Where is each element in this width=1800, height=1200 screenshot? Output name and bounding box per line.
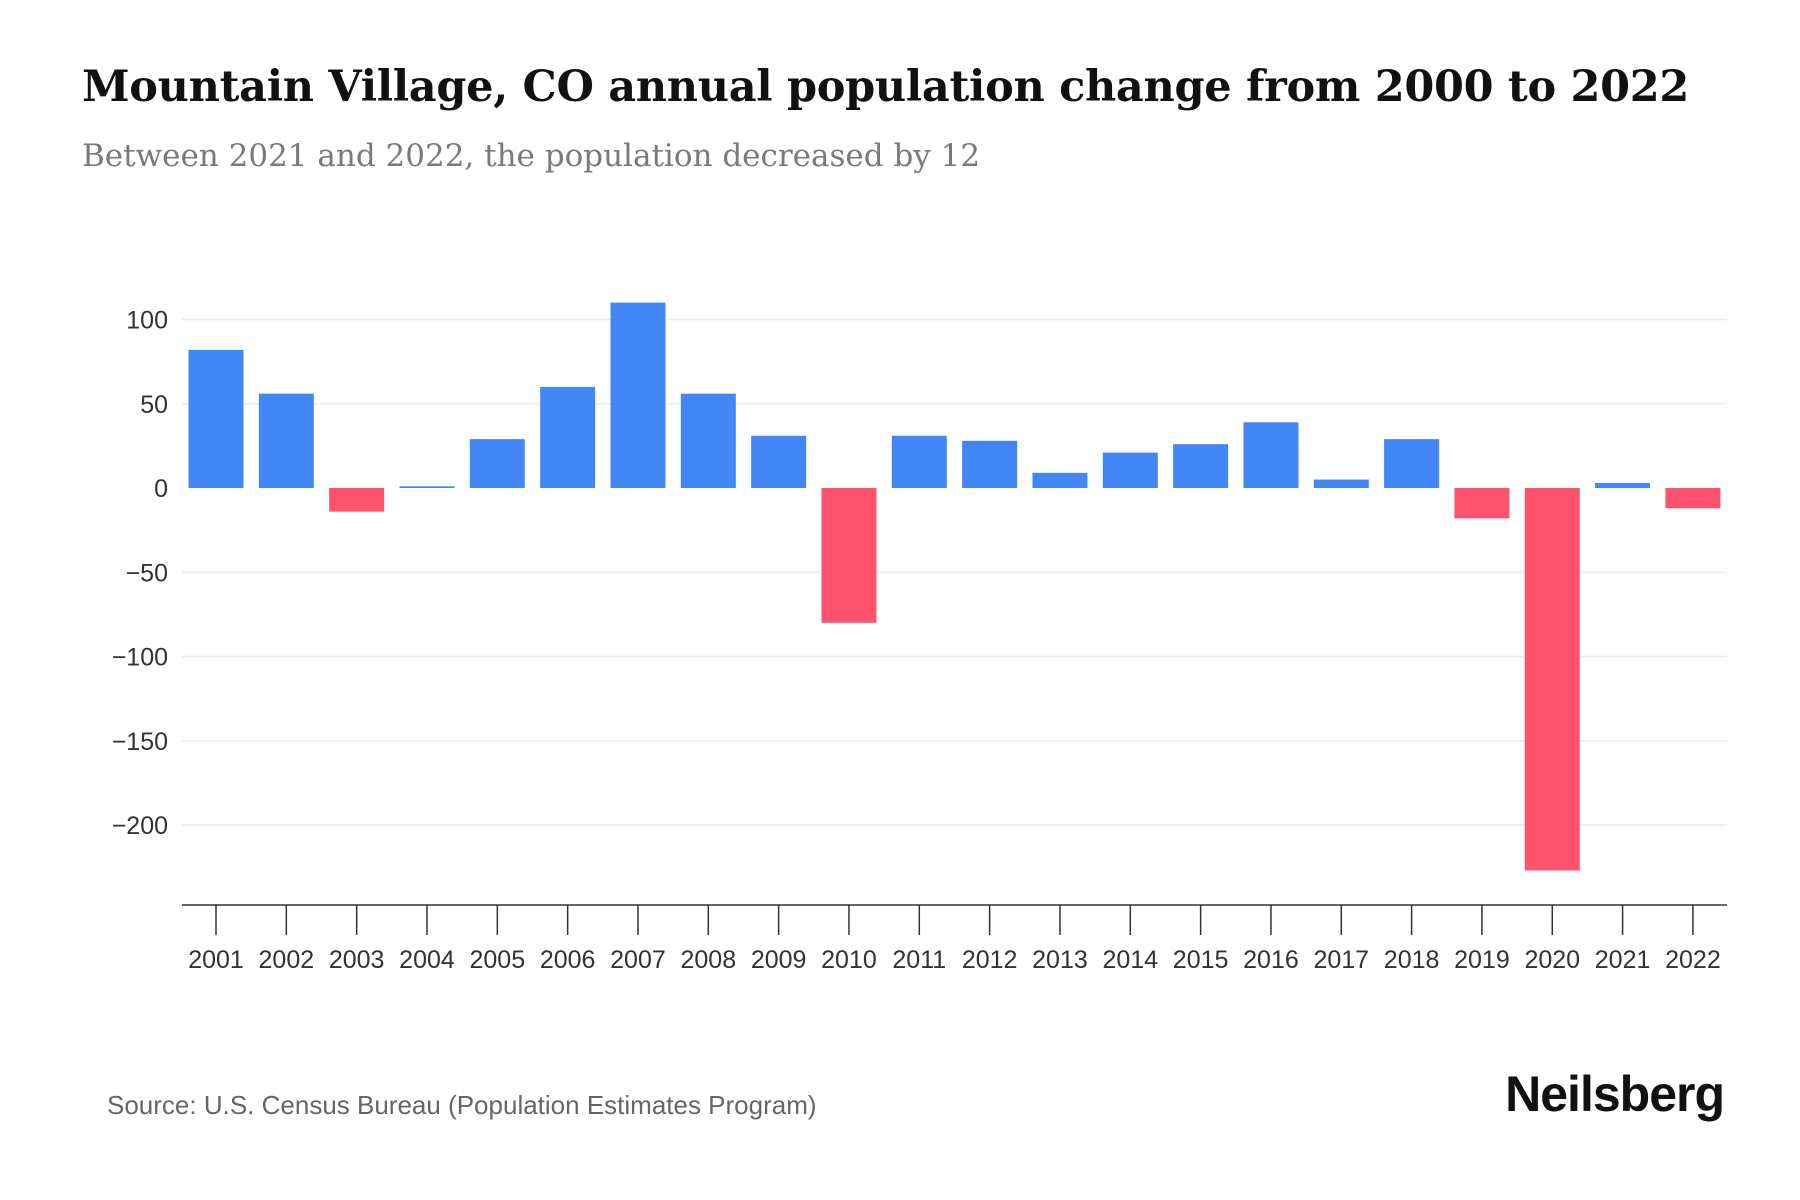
bar-2009 bbox=[751, 435, 807, 488]
bar-2016 bbox=[1243, 422, 1299, 488]
neilsberg-logo: Neilsberg bbox=[1505, 1066, 1725, 1122]
x-tick-label: 2002 bbox=[259, 946, 315, 974]
bar-2020 bbox=[1524, 488, 1580, 871]
x-tick-label: 2012 bbox=[962, 946, 1018, 974]
x-tick-label: 2005 bbox=[470, 946, 526, 974]
bar-2021 bbox=[1595, 482, 1651, 488]
bar-2011 bbox=[891, 435, 947, 488]
x-tick-label: 2003 bbox=[329, 946, 385, 974]
y-tick-label: 50 bbox=[140, 391, 168, 419]
x-tick-label: 2020 bbox=[1524, 946, 1580, 974]
bar-2013 bbox=[1032, 472, 1088, 488]
y-tick-label: −150 bbox=[112, 728, 168, 756]
x-tick-label: 2017 bbox=[1313, 946, 1369, 974]
source-note: Source: U.S. Census Bureau (Population E… bbox=[107, 1090, 817, 1120]
bar-2004 bbox=[399, 486, 455, 488]
x-tick-label: 2022 bbox=[1665, 946, 1721, 974]
x-tick-label: 2013 bbox=[1032, 946, 1088, 974]
x-tick-label: 2009 bbox=[751, 946, 807, 974]
y-tick-label: 100 bbox=[126, 307, 168, 335]
bar-2012 bbox=[962, 440, 1018, 488]
y-tick-label: −50 bbox=[126, 559, 168, 587]
bar-2008 bbox=[680, 393, 736, 488]
bar-2022 bbox=[1665, 488, 1721, 509]
bar-2005 bbox=[469, 439, 525, 488]
bar-2006 bbox=[540, 386, 596, 488]
x-tick-label: 2007 bbox=[610, 946, 666, 974]
bar-2001 bbox=[188, 349, 244, 488]
bar-2017 bbox=[1313, 479, 1369, 488]
y-tick-label: −200 bbox=[112, 812, 168, 840]
x-tick-label: 2019 bbox=[1454, 946, 1510, 974]
bar-2019 bbox=[1454, 488, 1510, 519]
x-tick-label: 2018 bbox=[1384, 946, 1440, 974]
bar-2010 bbox=[821, 488, 877, 623]
x-tick-label: 2006 bbox=[540, 946, 596, 974]
bar-2018 bbox=[1384, 439, 1440, 488]
x-tick-label: 2011 bbox=[892, 946, 946, 974]
x-tick-label: 2004 bbox=[399, 946, 455, 974]
x-tick-label: 2014 bbox=[1102, 946, 1158, 974]
y-tick-label: 0 bbox=[154, 475, 168, 503]
bar-2003 bbox=[329, 488, 385, 512]
x-tick-label: 2015 bbox=[1173, 946, 1229, 974]
y-tick-label: −100 bbox=[112, 644, 168, 672]
x-tick-label: 2010 bbox=[821, 946, 877, 974]
bar-2015 bbox=[1173, 444, 1229, 488]
bar-2007 bbox=[610, 302, 666, 488]
bar-2002 bbox=[258, 393, 314, 488]
x-tick-label: 2001 bbox=[188, 946, 244, 974]
x-tick-label: 2008 bbox=[680, 946, 736, 974]
x-tick-label: 2021 bbox=[1595, 946, 1651, 974]
x-tick-label: 2016 bbox=[1243, 946, 1299, 974]
bar-2014 bbox=[1102, 452, 1158, 488]
chart-title: Mountain Village, CO annual population c… bbox=[82, 62, 1689, 112]
chart-subtitle: Between 2021 and 2022, the population de… bbox=[82, 138, 981, 174]
